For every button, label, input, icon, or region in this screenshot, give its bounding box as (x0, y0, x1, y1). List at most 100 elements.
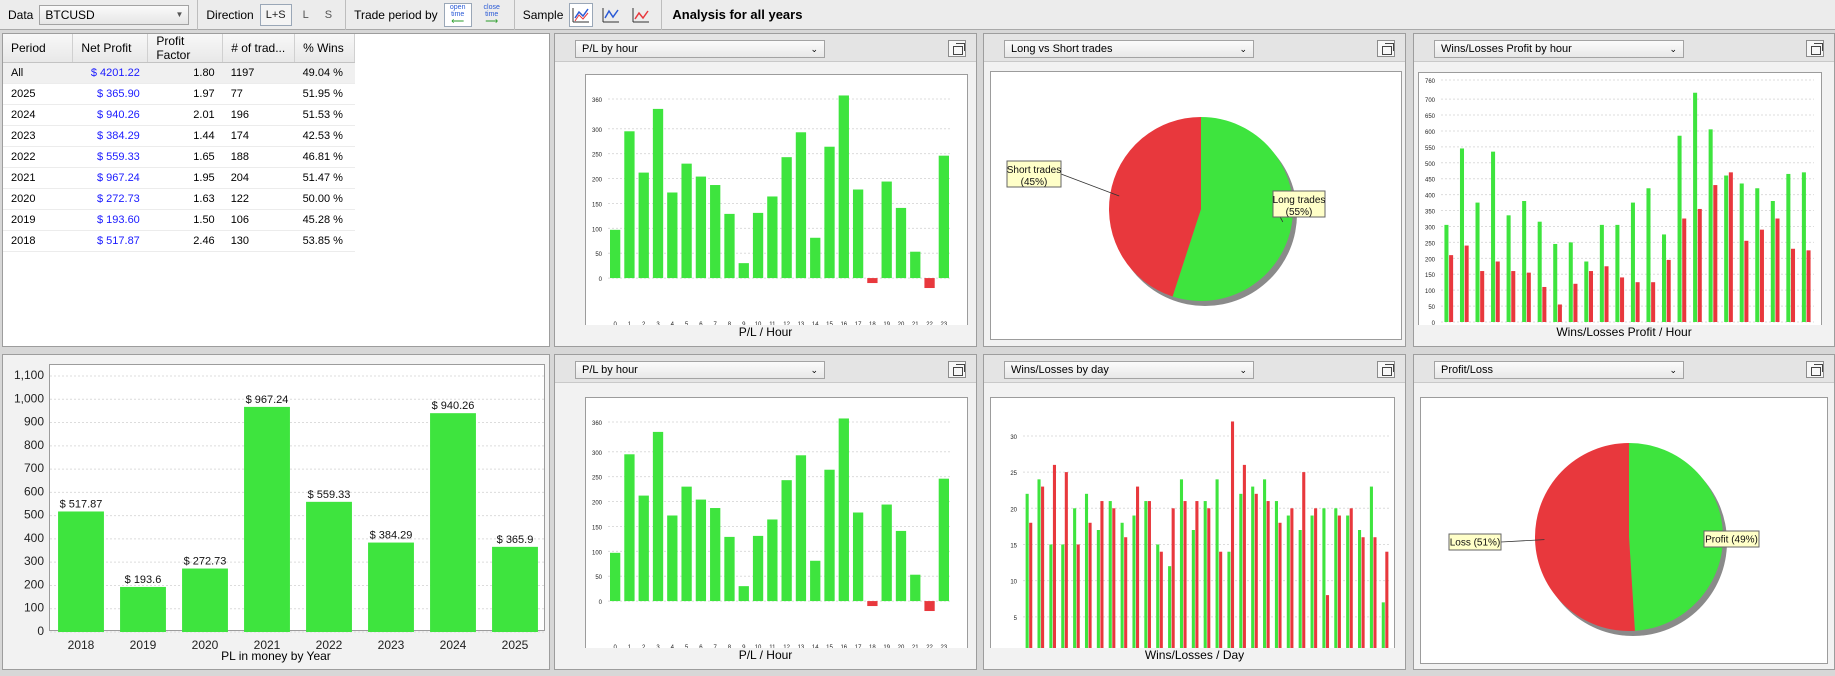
data-label: $ 967.24 (246, 394, 289, 406)
table-row[interactable]: All $ 4201.22 1.80 1197 49.04 % (3, 62, 355, 84)
bar (1444, 224, 1449, 322)
direction-short-button[interactable]: S (324, 8, 333, 21)
x-tick-label: 2019 (130, 638, 157, 652)
table-row[interactable]: 2025 $ 365.90 1.97 77 51.95 % (3, 83, 355, 105)
column-header[interactable]: Profit Factor (147, 34, 224, 63)
open-time-button[interactable]: open time ⟵ (443, 2, 472, 27)
table-row[interactable]: 2019 $ 193.60 1.50 106 45.28 % (3, 209, 355, 231)
pie-label: Profit (49%) (1705, 535, 1758, 546)
long-short-pie-chart: Long trades(55%) Short trades(45%) (1006, 117, 1326, 306)
bar (681, 163, 692, 279)
sample-all-button[interactable] (569, 2, 594, 27)
table-row[interactable]: 2021 $ 967.24 1.95 204 51.47 % (3, 167, 355, 189)
chevron-down-icon: ▼ (175, 10, 184, 19)
bar (1755, 188, 1760, 322)
chart-type-select[interactable]: Wins/Losses by day ⌄ (1004, 361, 1254, 379)
bar (1100, 501, 1104, 653)
bar (1630, 202, 1635, 322)
close-time-button[interactable]: close time ⟶ (478, 3, 506, 27)
bar (1159, 551, 1163, 653)
bar (867, 601, 878, 607)
table-cell: 51.95 % (294, 83, 355, 105)
table-cell: $ 559.33 (72, 146, 148, 168)
bar (852, 512, 864, 602)
sample-label: Sample (522, 7, 564, 22)
bar (724, 536, 735, 602)
sample-group: Sample (515, 0, 663, 30)
top-pl-hour-panel: P/L by hour⌄ 050100150200250300360012345… (554, 33, 977, 347)
y-tick-label: 400 (24, 531, 44, 545)
pie-slice (1629, 443, 1723, 631)
table-cell: 1197 (222, 62, 295, 84)
bar (1588, 271, 1593, 322)
bar (795, 455, 807, 602)
bar (1604, 266, 1609, 322)
table-cell: 106 (222, 209, 295, 231)
symbol-select[interactable]: BTCUSD ▼ (39, 4, 190, 25)
bar (838, 95, 849, 279)
bar (1361, 537, 1365, 653)
bar (752, 212, 764, 279)
chart-plot-area: Long trades (55%) Short trades (45%) (990, 71, 1402, 340)
column-header[interactable]: % Wins (294, 34, 355, 63)
y-tick-label: 450 (1425, 178, 1436, 184)
maximize-icon[interactable] (1806, 361, 1824, 378)
chart-type-select[interactable]: P/L by hour ⌄ (575, 361, 825, 379)
table-cell: 49.04 % (294, 62, 355, 84)
chart-type-select[interactable]: Long vs Short trades ⌄ (1004, 40, 1254, 58)
chart-type-select[interactable]: Wins/Losses Profit by hour ⌄ (1434, 40, 1684, 58)
toolbar: Data BTCUSD ▼ Direction L+S L S Trade pe… (0, 0, 1835, 30)
bar (1739, 183, 1744, 322)
y-tick-label: 300 (592, 451, 603, 457)
data-label: $ 365.9 (497, 534, 534, 546)
bar (1759, 229, 1764, 322)
table-row[interactable]: 2024 $ 940.26 2.01 196 51.53 % (3, 104, 355, 126)
sample-in-button[interactable] (599, 3, 623, 27)
y-tick-label: 300 (24, 554, 44, 568)
column-header[interactable]: # of trad... (222, 34, 296, 63)
table-cell: $ 4201.22 (72, 62, 148, 84)
y-tick-label: 250 (592, 476, 603, 482)
bar (1349, 508, 1353, 653)
direction-long-button[interactable]: L (302, 8, 309, 21)
bar (1480, 271, 1485, 322)
column-header[interactable]: Period (3, 34, 74, 63)
direction-long-short-button[interactable]: L+S (259, 3, 292, 26)
bar (1646, 188, 1651, 322)
bar (1537, 221, 1542, 322)
table-row[interactable]: 2023 $ 384.29 1.44 174 42.53 % (3, 125, 355, 147)
chart-type-select[interactable]: P/L by hour ⌄ (575, 40, 825, 58)
long-short-panel: Long vs Short trades ⌄ Long trades (55%) Sh… (983, 33, 1406, 347)
sample-out-button[interactable] (629, 3, 653, 27)
table-row[interactable]: 2022 $ 559.33 1.65 188 46.81 % (3, 146, 355, 168)
bar (1136, 486, 1140, 653)
column-header[interactable]: Net Profit (72, 34, 149, 63)
x-tick-label: 2018 (68, 638, 95, 652)
chart-plot-area: 0 100 200 300 400 500 600 700 800 900 1,000 1,100 20… (14, 364, 546, 652)
period-table: Period Net Profit Profit Factor # of trad..… (3, 34, 355, 252)
maximize-icon[interactable] (1377, 40, 1395, 57)
chart-type-select[interactable]: Profit/Loss ⌄ (1434, 361, 1684, 379)
bar (1147, 501, 1151, 653)
y-tick-label: 350 (1425, 210, 1436, 216)
maximize-icon[interactable] (948, 40, 966, 57)
table-cell: 2024 (3, 104, 73, 126)
table-row[interactable]: 2018 $ 517.87 2.46 130 53.85 % (3, 230, 355, 252)
table-cell: 1.65 (147, 146, 223, 168)
bar (1677, 135, 1682, 322)
maximize-icon[interactable] (1377, 361, 1395, 378)
bar (1274, 501, 1278, 653)
table-row[interactable]: 2020 $ 272.73 1.63 122 50.00 % (3, 188, 355, 210)
bar (610, 229, 621, 279)
bar (244, 406, 290, 632)
bar (1064, 472, 1068, 653)
y-tick-label: 200 (592, 178, 603, 184)
bar (938, 478, 949, 602)
table-cell: 50.00 % (294, 188, 355, 210)
maximize-icon[interactable] (1806, 40, 1824, 57)
y-tick-label: 50 (1428, 305, 1435, 311)
bar (1278, 522, 1282, 653)
wl-day-panel: Wins/Losses by day⌄ 05101520253012345678… (983, 354, 1406, 670)
bar (1464, 245, 1469, 322)
maximize-icon[interactable] (948, 361, 966, 378)
